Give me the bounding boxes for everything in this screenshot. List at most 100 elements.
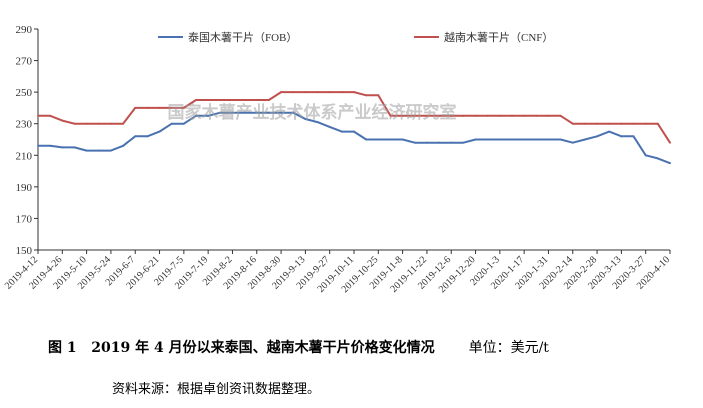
data-source-note: 资料来源：根据卓创资讯数据整理。 bbox=[112, 382, 321, 397]
data-point bbox=[620, 135, 623, 138]
data-point bbox=[267, 99, 270, 102]
data-point bbox=[122, 122, 125, 125]
figure-caption: 图 1 2019 年 4 月份以来泰国、越南木薯干片价格变化情况 单位：美元/t bbox=[48, 337, 549, 357]
data-point bbox=[267, 111, 270, 114]
data-point bbox=[632, 135, 635, 138]
data-point bbox=[571, 122, 574, 125]
data-point bbox=[219, 111, 222, 114]
data-point bbox=[158, 130, 161, 133]
data-point bbox=[486, 138, 489, 141]
data-point bbox=[255, 99, 258, 102]
series-layer bbox=[37, 91, 671, 165]
data-point bbox=[109, 149, 112, 152]
data-point bbox=[170, 106, 173, 109]
data-point bbox=[353, 91, 355, 94]
data-point bbox=[523, 138, 526, 141]
data-point bbox=[73, 146, 76, 149]
data-point bbox=[401, 114, 404, 117]
data-point bbox=[49, 144, 52, 147]
data-point bbox=[316, 91, 319, 94]
data-point bbox=[498, 138, 501, 141]
data-point bbox=[365, 94, 368, 97]
data-point bbox=[37, 144, 39, 147]
data-point bbox=[450, 141, 453, 144]
data-point bbox=[37, 114, 39, 117]
data-point bbox=[292, 91, 295, 94]
data-point bbox=[425, 141, 428, 144]
data-point bbox=[608, 130, 611, 133]
data-point bbox=[389, 114, 392, 117]
data-point bbox=[377, 138, 380, 141]
data-point bbox=[462, 141, 465, 144]
data-point bbox=[535, 114, 538, 117]
data-point bbox=[498, 114, 501, 117]
data-point bbox=[195, 114, 197, 117]
data-point bbox=[255, 111, 258, 114]
data-point bbox=[182, 106, 185, 109]
data-point bbox=[280, 91, 283, 94]
data-point bbox=[644, 122, 647, 125]
data-point bbox=[49, 114, 52, 117]
y-tick-label: 230 bbox=[16, 119, 33, 131]
figure-unit: 单位：美元/t bbox=[468, 340, 549, 356]
data-point bbox=[304, 91, 307, 94]
y-tick-label: 190 bbox=[16, 182, 33, 194]
data-point bbox=[389, 138, 392, 141]
data-point bbox=[340, 91, 343, 94]
y-tick-label: 210 bbox=[16, 150, 33, 162]
data-point bbox=[583, 122, 586, 125]
y-axis: 150 170 190 210 230 250 270 290 bbox=[16, 24, 39, 257]
data-point bbox=[146, 106, 149, 109]
figure-label: 图 1 bbox=[48, 340, 77, 356]
y-tick-label: 290 bbox=[16, 24, 33, 36]
data-point bbox=[97, 122, 100, 125]
data-point bbox=[656, 157, 659, 160]
y-tick-label: 270 bbox=[16, 56, 33, 68]
data-point bbox=[425, 114, 428, 117]
data-point bbox=[97, 149, 100, 152]
data-point bbox=[413, 114, 416, 117]
data-point bbox=[85, 122, 88, 125]
data-point bbox=[474, 138, 477, 141]
data-point bbox=[122, 144, 125, 147]
y-tick-label: 250 bbox=[16, 87, 33, 99]
data-point bbox=[365, 138, 368, 141]
data-point bbox=[583, 138, 586, 141]
legend-label: 泰国木薯干片（FOB） bbox=[188, 30, 297, 44]
data-point bbox=[535, 138, 538, 141]
data-point bbox=[596, 135, 599, 138]
data-point bbox=[328, 91, 331, 94]
data-point bbox=[571, 141, 574, 144]
line-chart: 150 170 190 210 230 250 270 290 2019-4-122019-4… bbox=[3, 24, 672, 295]
data-point bbox=[340, 130, 343, 133]
data-point bbox=[170, 122, 173, 125]
data-point bbox=[231, 99, 234, 102]
data-point bbox=[669, 141, 671, 144]
data-point bbox=[486, 114, 489, 117]
watermark: 国家木薯产业技术体系产业经济研究室 bbox=[168, 102, 457, 122]
data-point bbox=[73, 122, 76, 125]
data-point bbox=[401, 138, 404, 141]
data-point bbox=[85, 149, 88, 152]
data-point bbox=[243, 111, 246, 114]
data-point bbox=[632, 122, 635, 125]
data-point bbox=[243, 99, 246, 102]
data-point bbox=[644, 154, 647, 157]
data-point bbox=[134, 106, 137, 109]
data-point bbox=[559, 138, 562, 141]
data-point bbox=[292, 111, 295, 114]
data-point bbox=[596, 122, 599, 125]
data-point bbox=[304, 117, 307, 120]
data-point bbox=[608, 122, 611, 125]
data-point bbox=[547, 138, 550, 141]
data-point bbox=[134, 135, 137, 138]
data-point bbox=[109, 122, 112, 125]
data-point bbox=[328, 125, 331, 128]
data-point bbox=[474, 114, 477, 117]
data-point bbox=[511, 138, 513, 141]
data-point bbox=[413, 141, 416, 144]
data-point bbox=[61, 119, 64, 122]
data-point bbox=[450, 114, 453, 117]
legend-label: 越南木薯干片（CNF） bbox=[444, 30, 553, 44]
data-point bbox=[559, 114, 562, 117]
